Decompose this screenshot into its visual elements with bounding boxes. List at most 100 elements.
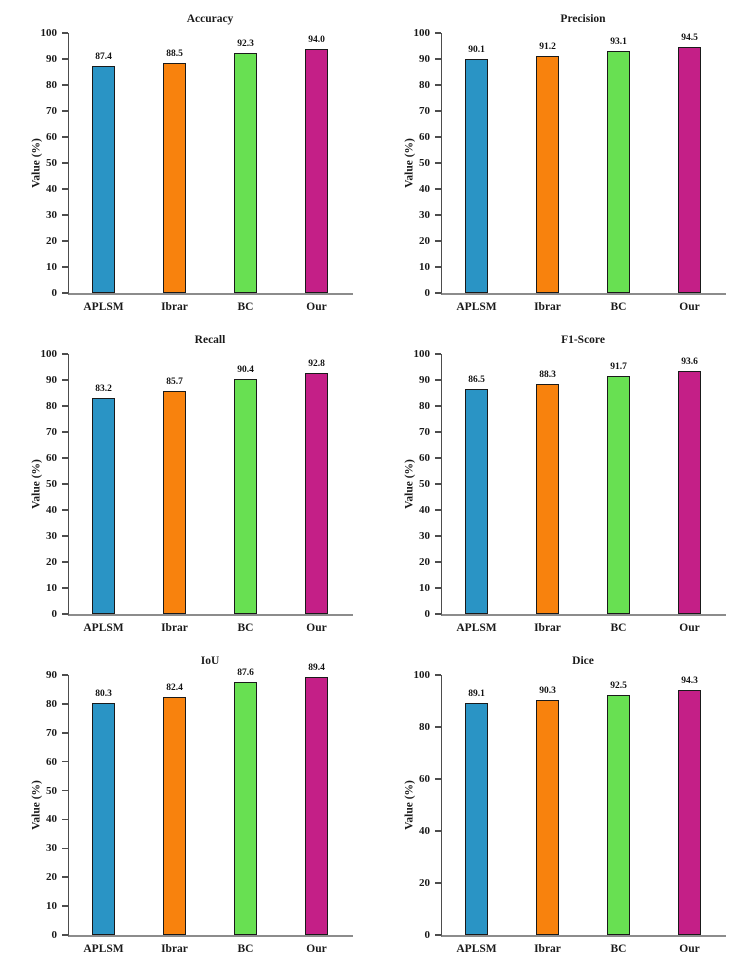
bar	[92, 65, 115, 293]
bar-value-label: 91.7	[610, 361, 627, 372]
y-tick-label: 20	[46, 871, 57, 884]
y-tick-mark	[435, 405, 441, 407]
bar-value-label: 85.7	[166, 377, 183, 388]
y-tick-label: 20	[46, 235, 57, 247]
y-tick-mark	[62, 379, 68, 381]
y-tick-label: 0	[51, 287, 58, 299]
y-tick-label: 60	[419, 452, 430, 464]
x-tick-label: BC	[237, 622, 254, 634]
y-tick-label: 40	[419, 825, 430, 837]
y-tick-label: 0	[51, 929, 58, 941]
bar-value-label: 89.4	[308, 662, 325, 673]
y-tick-mark	[435, 674, 441, 676]
bar	[305, 676, 328, 935]
y-tick-mark	[62, 136, 68, 138]
y-tick-label: 10	[46, 900, 57, 913]
bar-value-label: 94.0	[308, 34, 325, 45]
y-tick-label: 100	[40, 27, 58, 39]
bar	[163, 391, 186, 614]
y-tick-mark	[62, 613, 68, 615]
bar	[678, 370, 701, 614]
y-tick-label: 50	[419, 478, 430, 490]
y-tick-label: 50	[46, 784, 57, 797]
x-tick-label: APLSM	[456, 301, 497, 313]
y-tick-mark	[435, 353, 441, 355]
chart-title: Recall	[194, 334, 226, 346]
x-tick-label: APLSM	[83, 301, 124, 313]
chart-title: IoU	[200, 655, 220, 667]
y-tick-mark	[62, 188, 68, 190]
plot-area	[441, 675, 726, 937]
x-tick-label: Ibrar	[534, 622, 561, 634]
bar	[607, 50, 630, 293]
y-tick-label: 90	[46, 374, 57, 386]
y-tick-mark	[435, 136, 441, 138]
chart-precision: Precision Value (%) 0 10 20 30 40 50 60 70 80 90 100…	[373, 0, 746, 321]
bar	[92, 703, 115, 935]
y-tick-label: 70	[419, 105, 430, 117]
bar	[305, 372, 328, 614]
x-tick-label: BC	[610, 622, 627, 634]
x-tick-label: APLSM	[456, 943, 497, 955]
x-tick-label: BC	[237, 301, 254, 313]
y-tick-mark	[435, 32, 441, 34]
bar-value-label: 91.2	[539, 41, 556, 52]
y-tick-mark	[435, 240, 441, 242]
bar-value-label: 88.3	[539, 370, 556, 381]
bar-value-label: 86.5	[468, 375, 485, 386]
bar	[678, 47, 701, 293]
y-tick-mark	[435, 188, 441, 190]
y-tick-label: 100	[413, 669, 431, 681]
chart-f1-score: F1-Score Value (%) 0 10 20 30 40 50 60 70 80 90 100 8…	[373, 321, 746, 642]
y-tick-mark	[62, 535, 68, 537]
y-tick-label: 90	[419, 374, 430, 386]
bar	[678, 689, 701, 935]
x-tick-label: Our	[679, 943, 700, 955]
y-tick-mark	[435, 431, 441, 433]
y-tick-label: 60	[46, 452, 57, 464]
x-tick-label: Ibrar	[534, 943, 561, 955]
y-tick-label: 40	[46, 183, 57, 195]
y-tick-label: 80	[46, 400, 57, 412]
bar-value-label: 90.3	[539, 686, 556, 697]
y-tick-mark	[435, 457, 441, 459]
x-tick-label: BC	[610, 301, 627, 313]
x-tick-label: Our	[306, 943, 327, 955]
bar-value-label: 90.4	[237, 364, 254, 375]
y-tick-mark	[435, 483, 441, 485]
plot-area	[68, 675, 353, 937]
bar	[163, 696, 186, 935]
chart-title: Accuracy	[186, 13, 234, 25]
y-tick-label: 70	[46, 426, 57, 438]
y-tick-mark	[435, 509, 441, 511]
x-tick-label: APLSM	[83, 943, 124, 955]
y-tick-label: 40	[419, 504, 430, 516]
bar	[234, 378, 257, 614]
bar	[465, 389, 488, 614]
y-tick-label: 30	[419, 530, 430, 542]
y-tick-label: 100	[413, 348, 431, 360]
y-tick-mark	[435, 292, 441, 294]
y-tick-label: 80	[419, 79, 430, 91]
bar-value-label: 83.2	[95, 383, 112, 394]
y-tick-label: 80	[419, 721, 430, 733]
y-tick-label: 30	[46, 530, 57, 542]
chart-accuracy: Accuracy Value (%) 0 10 20 30 40 50 60 70 80 90 100 8…	[0, 0, 373, 321]
y-tick-mark	[62, 587, 68, 589]
y-tick-label: 90	[46, 669, 57, 681]
plot-area	[68, 354, 353, 616]
y-tick-mark	[435, 882, 441, 884]
chart-dice: Dice Value (%) 0 20 40 60 80 100 89.1 APLSM 90.3 Ib…	[373, 642, 746, 963]
y-tick-label: 20	[46, 556, 57, 568]
y-tick-mark	[435, 726, 441, 728]
y-tick-mark	[62, 674, 68, 676]
y-tick-mark	[62, 58, 68, 60]
bar	[465, 703, 488, 935]
y-tick-mark	[62, 32, 68, 34]
y-tick-label: 80	[46, 697, 57, 710]
y-tick-label: 20	[419, 556, 430, 568]
x-tick-label: BC	[237, 943, 254, 955]
y-tick-label: 80	[46, 79, 57, 91]
bar-value-label: 92.3	[237, 39, 254, 50]
plot-area	[441, 354, 726, 616]
